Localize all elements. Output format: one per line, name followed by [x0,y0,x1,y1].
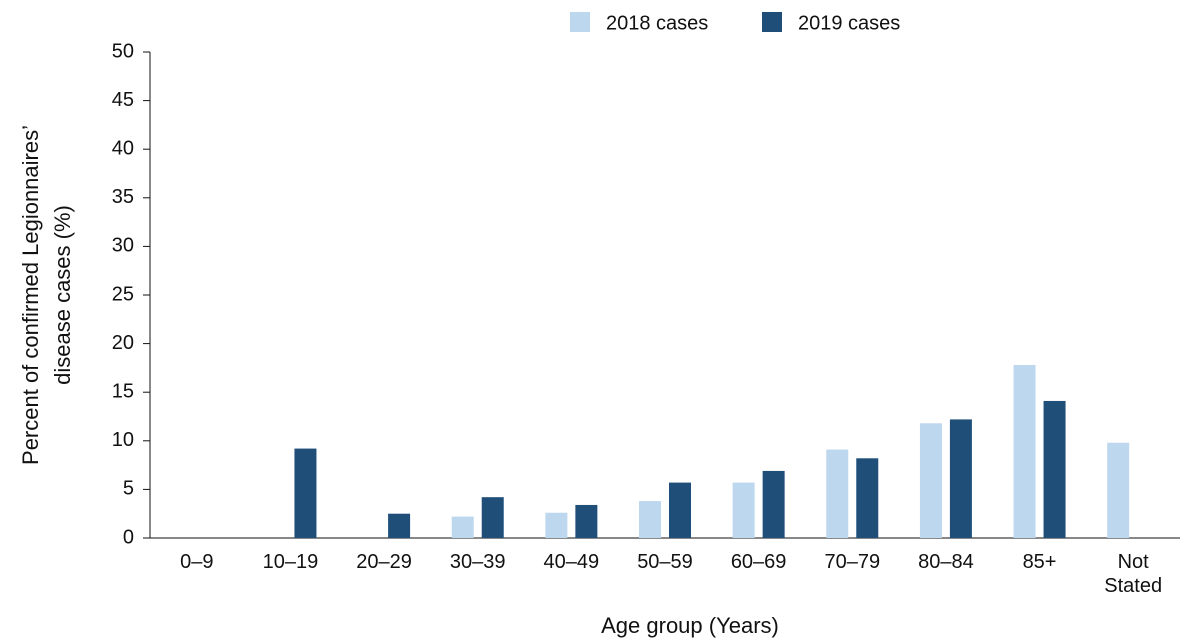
y-tick-label: 25 [112,283,134,305]
bar [1043,400,1066,538]
bar [639,501,661,538]
y-tick-label: 10 [112,429,134,451]
legend-label: 2019 cases [798,12,900,34]
x-tick-label: 0–9 [180,551,214,573]
y-tick-label: 30 [112,235,134,257]
bar [762,470,785,538]
y-tick-label: 0 [123,526,134,548]
legend-label: 2018 cases [606,12,708,34]
x-tick-label: 85+ [1022,551,1057,573]
bar [481,497,504,538]
x-tick-label: 30–39 [449,551,506,573]
y-tick-label: 5 [123,478,134,500]
x-tick-label: 10–19 [262,551,319,573]
x-tick-label: 50–59 [637,551,693,573]
y-axis-label: Percent of confirmed Legionnaires’ [18,125,43,465]
bar [826,449,849,538]
y-axis-label: disease cases (%) [50,205,75,385]
y-tick-label: 35 [112,186,134,208]
bar [732,482,755,538]
x-tick-label: 20–29 [356,551,412,573]
bar [451,516,474,538]
bar [1013,364,1036,538]
x-tick-label: 80–84 [918,551,974,573]
bar [388,513,411,538]
y-tick-label: 50 [112,40,134,62]
bar [856,458,879,538]
x-tick-label: 70–79 [824,551,881,573]
bar [669,482,691,538]
bar [919,423,942,538]
bar [1107,442,1130,538]
y-tick-label: 45 [112,89,134,111]
y-tick-label: 20 [112,332,134,354]
y-tick-label: 40 [112,137,134,159]
bar [545,512,568,538]
x-axis-label: Age group (Years) [601,613,779,638]
x-tick-label: Not Stated [1104,551,1163,597]
bar [575,504,598,538]
legend-swatch [570,12,590,32]
y-tick-label: 15 [112,380,134,402]
bar [949,419,972,538]
x-tick-label: 60–69 [730,551,787,573]
legend-swatch [762,12,782,32]
x-tick-label: 40–49 [543,551,600,573]
bar [294,448,317,538]
